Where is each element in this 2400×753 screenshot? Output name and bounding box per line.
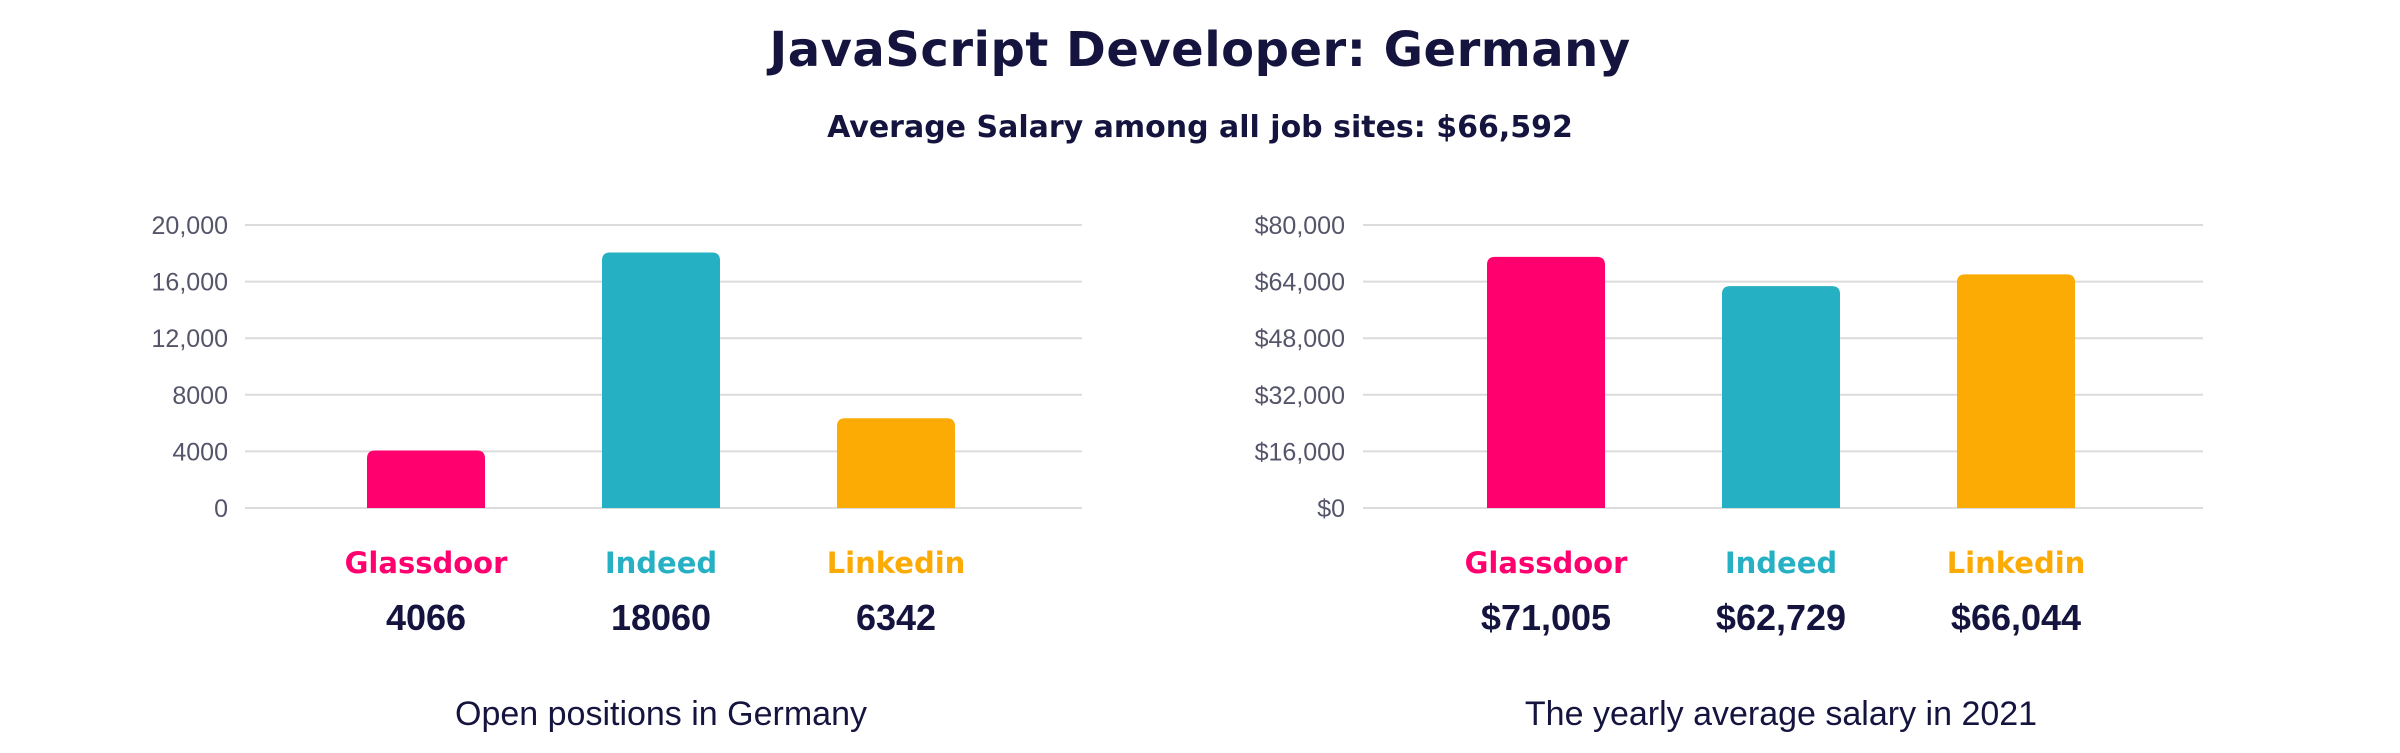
category-label: Glassdoor: [345, 546, 508, 580]
y-tick-label: 4000: [172, 438, 228, 466]
y-tick-label: $64,000: [1255, 269, 1345, 297]
chart-caption: Open positions in Germany: [455, 695, 867, 733]
page-title: JavaScript Developer: Germany: [769, 22, 1631, 78]
y-tick-label: $48,000: [1255, 325, 1345, 353]
data-label: 18060: [611, 597, 711, 638]
data-label: $62,729: [1716, 597, 1846, 638]
y-tick-label: 8000: [172, 382, 228, 410]
category-label: Indeed: [605, 546, 717, 580]
category-label: Linkedin: [1947, 546, 2086, 580]
chart-caption: The yearly average salary in 2021: [1525, 695, 2037, 733]
data-label: $66,044: [1951, 597, 2081, 638]
data-label: 4066: [386, 597, 466, 638]
bar-glassdoor: [367, 450, 485, 508]
y-tick-label: 12,000: [152, 325, 228, 353]
y-tick-label: 0: [214, 495, 228, 523]
category-label: Glassdoor: [1465, 546, 1628, 580]
y-tick-label: $32,000: [1255, 382, 1345, 410]
y-tick-label: $0: [1317, 495, 1345, 523]
y-tick-label: 16,000: [152, 269, 228, 297]
category-label: Indeed: [1725, 546, 1837, 580]
data-label: 6342: [856, 597, 936, 638]
bar-indeed: [602, 252, 720, 508]
y-tick-label: 20,000: [152, 212, 228, 240]
page-subtitle: Average Salary among all job sites: $66,…: [827, 110, 1573, 145]
y-tick-label: $16,000: [1255, 438, 1345, 466]
bar-indeed: [1722, 286, 1840, 508]
data-label: $71,005: [1481, 597, 1611, 638]
y-tick-label: $80,000: [1255, 212, 1345, 240]
bar-linkedin: [837, 418, 955, 508]
bar-glassdoor: [1487, 256, 1605, 508]
bar-linkedin: [1957, 274, 2075, 508]
category-label: Linkedin: [827, 546, 966, 580]
